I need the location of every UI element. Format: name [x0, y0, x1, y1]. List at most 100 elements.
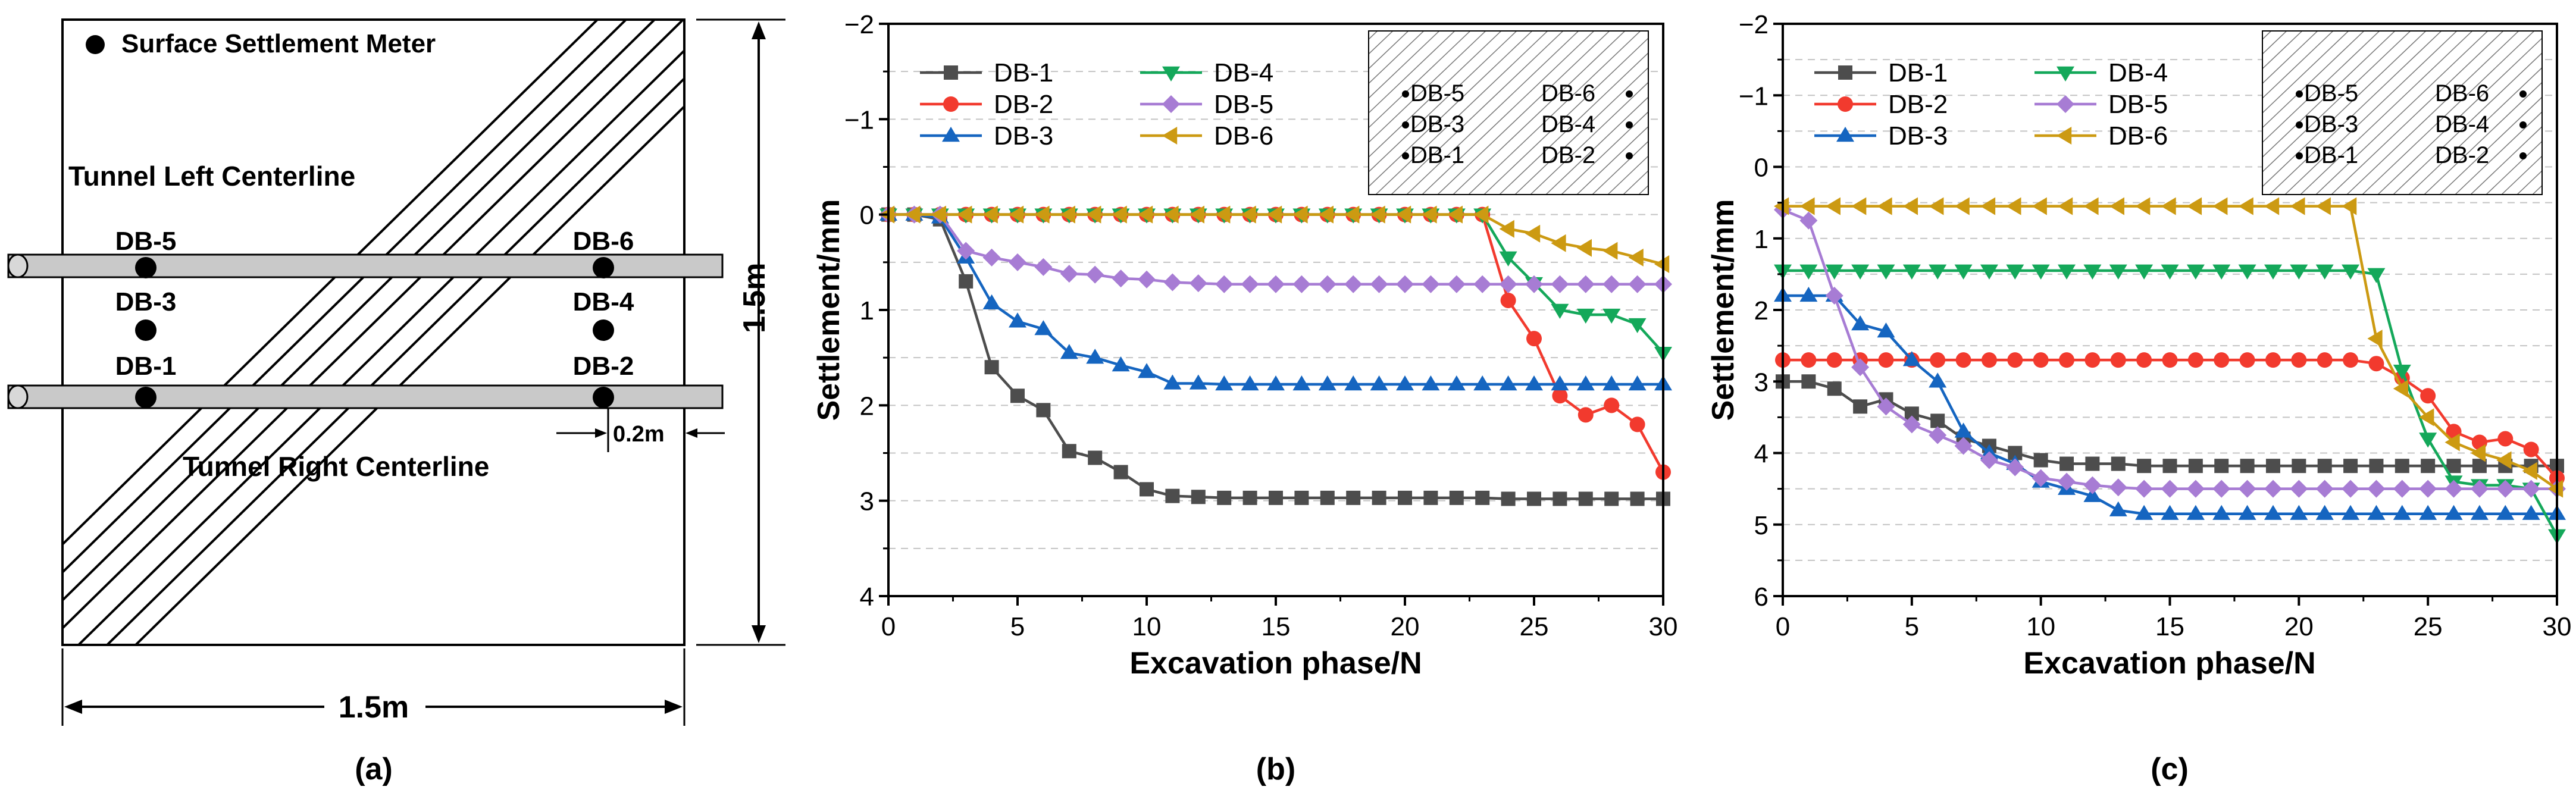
data-point-db-5	[1851, 358, 1870, 377]
data-point-db-1	[1113, 465, 1128, 480]
data-point-db-1	[1475, 490, 1490, 505]
x-tick-label: 10	[2026, 612, 2055, 641]
data-point-db-4	[1980, 264, 1998, 280]
data-point-db-1	[2265, 459, 2280, 474]
x-tick-label: 30	[2543, 612, 2572, 641]
panel-a-schematic: Surface Settlement Meter Tunnel Left Cen…	[7, 18, 785, 786]
data-point-db-3	[2109, 501, 2127, 516]
point-label: DB-5	[115, 227, 177, 256]
height-label: 1.5m	[737, 262, 772, 333]
inset-diagram: DB-5 DB-6 DB-3 DB-4 DB-1 DB-2	[2262, 30, 2543, 195]
inset-label: DB-2	[1541, 142, 1595, 168]
data-point-db-3	[1241, 375, 1259, 391]
data-point-db-5	[1292, 275, 1311, 293]
data-point-db-3	[1877, 322, 1895, 338]
data-point-db-6	[2367, 330, 2383, 348]
data-point-db-1	[2214, 459, 2229, 474]
right-centerline-label: Tunnel Right Centerline	[183, 451, 489, 482]
x-tick-label: 25	[1520, 612, 1549, 641]
data-point-db-5	[1241, 275, 1259, 293]
offset-dimension: 0.2m	[556, 408, 725, 452]
data-point-db-1	[2240, 459, 2255, 474]
data-point-db-3	[1060, 344, 1078, 359]
data-point-db-2	[2317, 352, 2333, 368]
data-point-db-4	[1499, 251, 1517, 267]
data-point-db-6	[1825, 197, 1841, 215]
data-point-db-6	[1112, 205, 1127, 224]
data-point-db-1	[2137, 459, 2152, 474]
data-point-db-1	[1853, 399, 1868, 414]
data-point-db-3	[1551, 375, 1569, 391]
data-point-db-2	[2187, 352, 2203, 368]
inset-frame	[1368, 30, 1649, 195]
data-point-db-6	[2109, 197, 2124, 215]
data-point-db-6	[1980, 197, 1996, 215]
data-point-db-4	[1551, 303, 1569, 319]
inset-point	[2519, 121, 2527, 129]
data-point-db-5	[1396, 275, 1414, 293]
data-point-db-1	[1346, 490, 1361, 505]
inset-point	[1402, 152, 1409, 159]
data-point-db-2	[2523, 441, 2539, 457]
data-point-db-6	[1060, 205, 1075, 224]
data-point-db-4	[1825, 264, 1843, 280]
data-point-db-4	[1929, 264, 1947, 280]
data-point-db-5	[1034, 258, 1053, 276]
x-tick-label: 0	[1776, 612, 1790, 641]
data-point-db-2	[2084, 352, 2101, 368]
legend-marker	[1836, 127, 1854, 142]
data-point-db-3	[1292, 375, 1311, 391]
legend-marker	[1838, 96, 1853, 112]
data-point-db-5	[2419, 480, 2437, 498]
data-point-db-5	[1628, 275, 1647, 293]
data-point-db-1	[2033, 453, 2048, 468]
data-point-db-4	[2161, 264, 2179, 280]
data-point-db-4	[1799, 264, 1818, 280]
data-point-db-1	[1398, 490, 1412, 505]
data-point-db-6	[2470, 444, 2486, 462]
settlement-point	[135, 319, 156, 341]
data-point-db-6	[2548, 480, 2564, 498]
data-point-db-5	[1799, 211, 1818, 230]
data-point-db-2	[1629, 416, 1645, 433]
x-tick-label: 15	[1262, 612, 1291, 641]
data-point-db-6	[1318, 205, 1334, 224]
left-centerline-label: Tunnel Left Centerline	[68, 161, 355, 192]
inset-label: DB-1	[2304, 142, 2358, 168]
y-tick-label: 1	[860, 296, 874, 325]
data-point-db-3	[2444, 504, 2463, 520]
legend-label: DB-4	[1214, 58, 1273, 87]
series-line-db-1	[888, 213, 1663, 500]
data-point-db-4	[1954, 264, 1973, 280]
panel-caption: (a)	[355, 752, 393, 786]
data-point-db-3	[2290, 504, 2308, 520]
data-point-db-3	[1576, 375, 1595, 391]
data-point-db-5	[1877, 397, 1895, 416]
data-point-db-3	[2186, 504, 2205, 520]
y-tick-label: 6	[1754, 582, 1769, 612]
data-point-db-5	[2058, 472, 2076, 491]
data-point-db-6	[2032, 197, 2047, 215]
data-point-db-1	[2059, 456, 2074, 471]
data-point-db-2	[2420, 388, 2436, 404]
data-point-db-5	[1551, 275, 1569, 293]
data-point-db-4	[2186, 264, 2205, 280]
inset-point	[2296, 152, 2303, 159]
data-point-db-3	[2264, 504, 2282, 520]
data-point-db-3	[2161, 504, 2179, 520]
inset-label: DB-6	[2435, 80, 2489, 106]
data-point-db-6	[2238, 197, 2253, 215]
data-point-db-3	[1525, 375, 1543, 391]
x-tick-label: 15	[2155, 612, 2184, 641]
data-point-db-5	[2315, 480, 2334, 498]
tunnel-upper	[7, 253, 724, 278]
data-point-db-1	[1242, 490, 1257, 505]
data-point-db-6	[1267, 205, 1282, 224]
legend-marker	[1162, 95, 1180, 113]
legend-marker	[942, 127, 960, 142]
data-point-db-6	[1551, 234, 1566, 252]
data-point-db-6	[2393, 380, 2408, 398]
data-point-db-6	[1292, 205, 1308, 224]
panel-caption: (b)	[1256, 752, 1295, 786]
data-point-db-1	[2188, 459, 2203, 474]
